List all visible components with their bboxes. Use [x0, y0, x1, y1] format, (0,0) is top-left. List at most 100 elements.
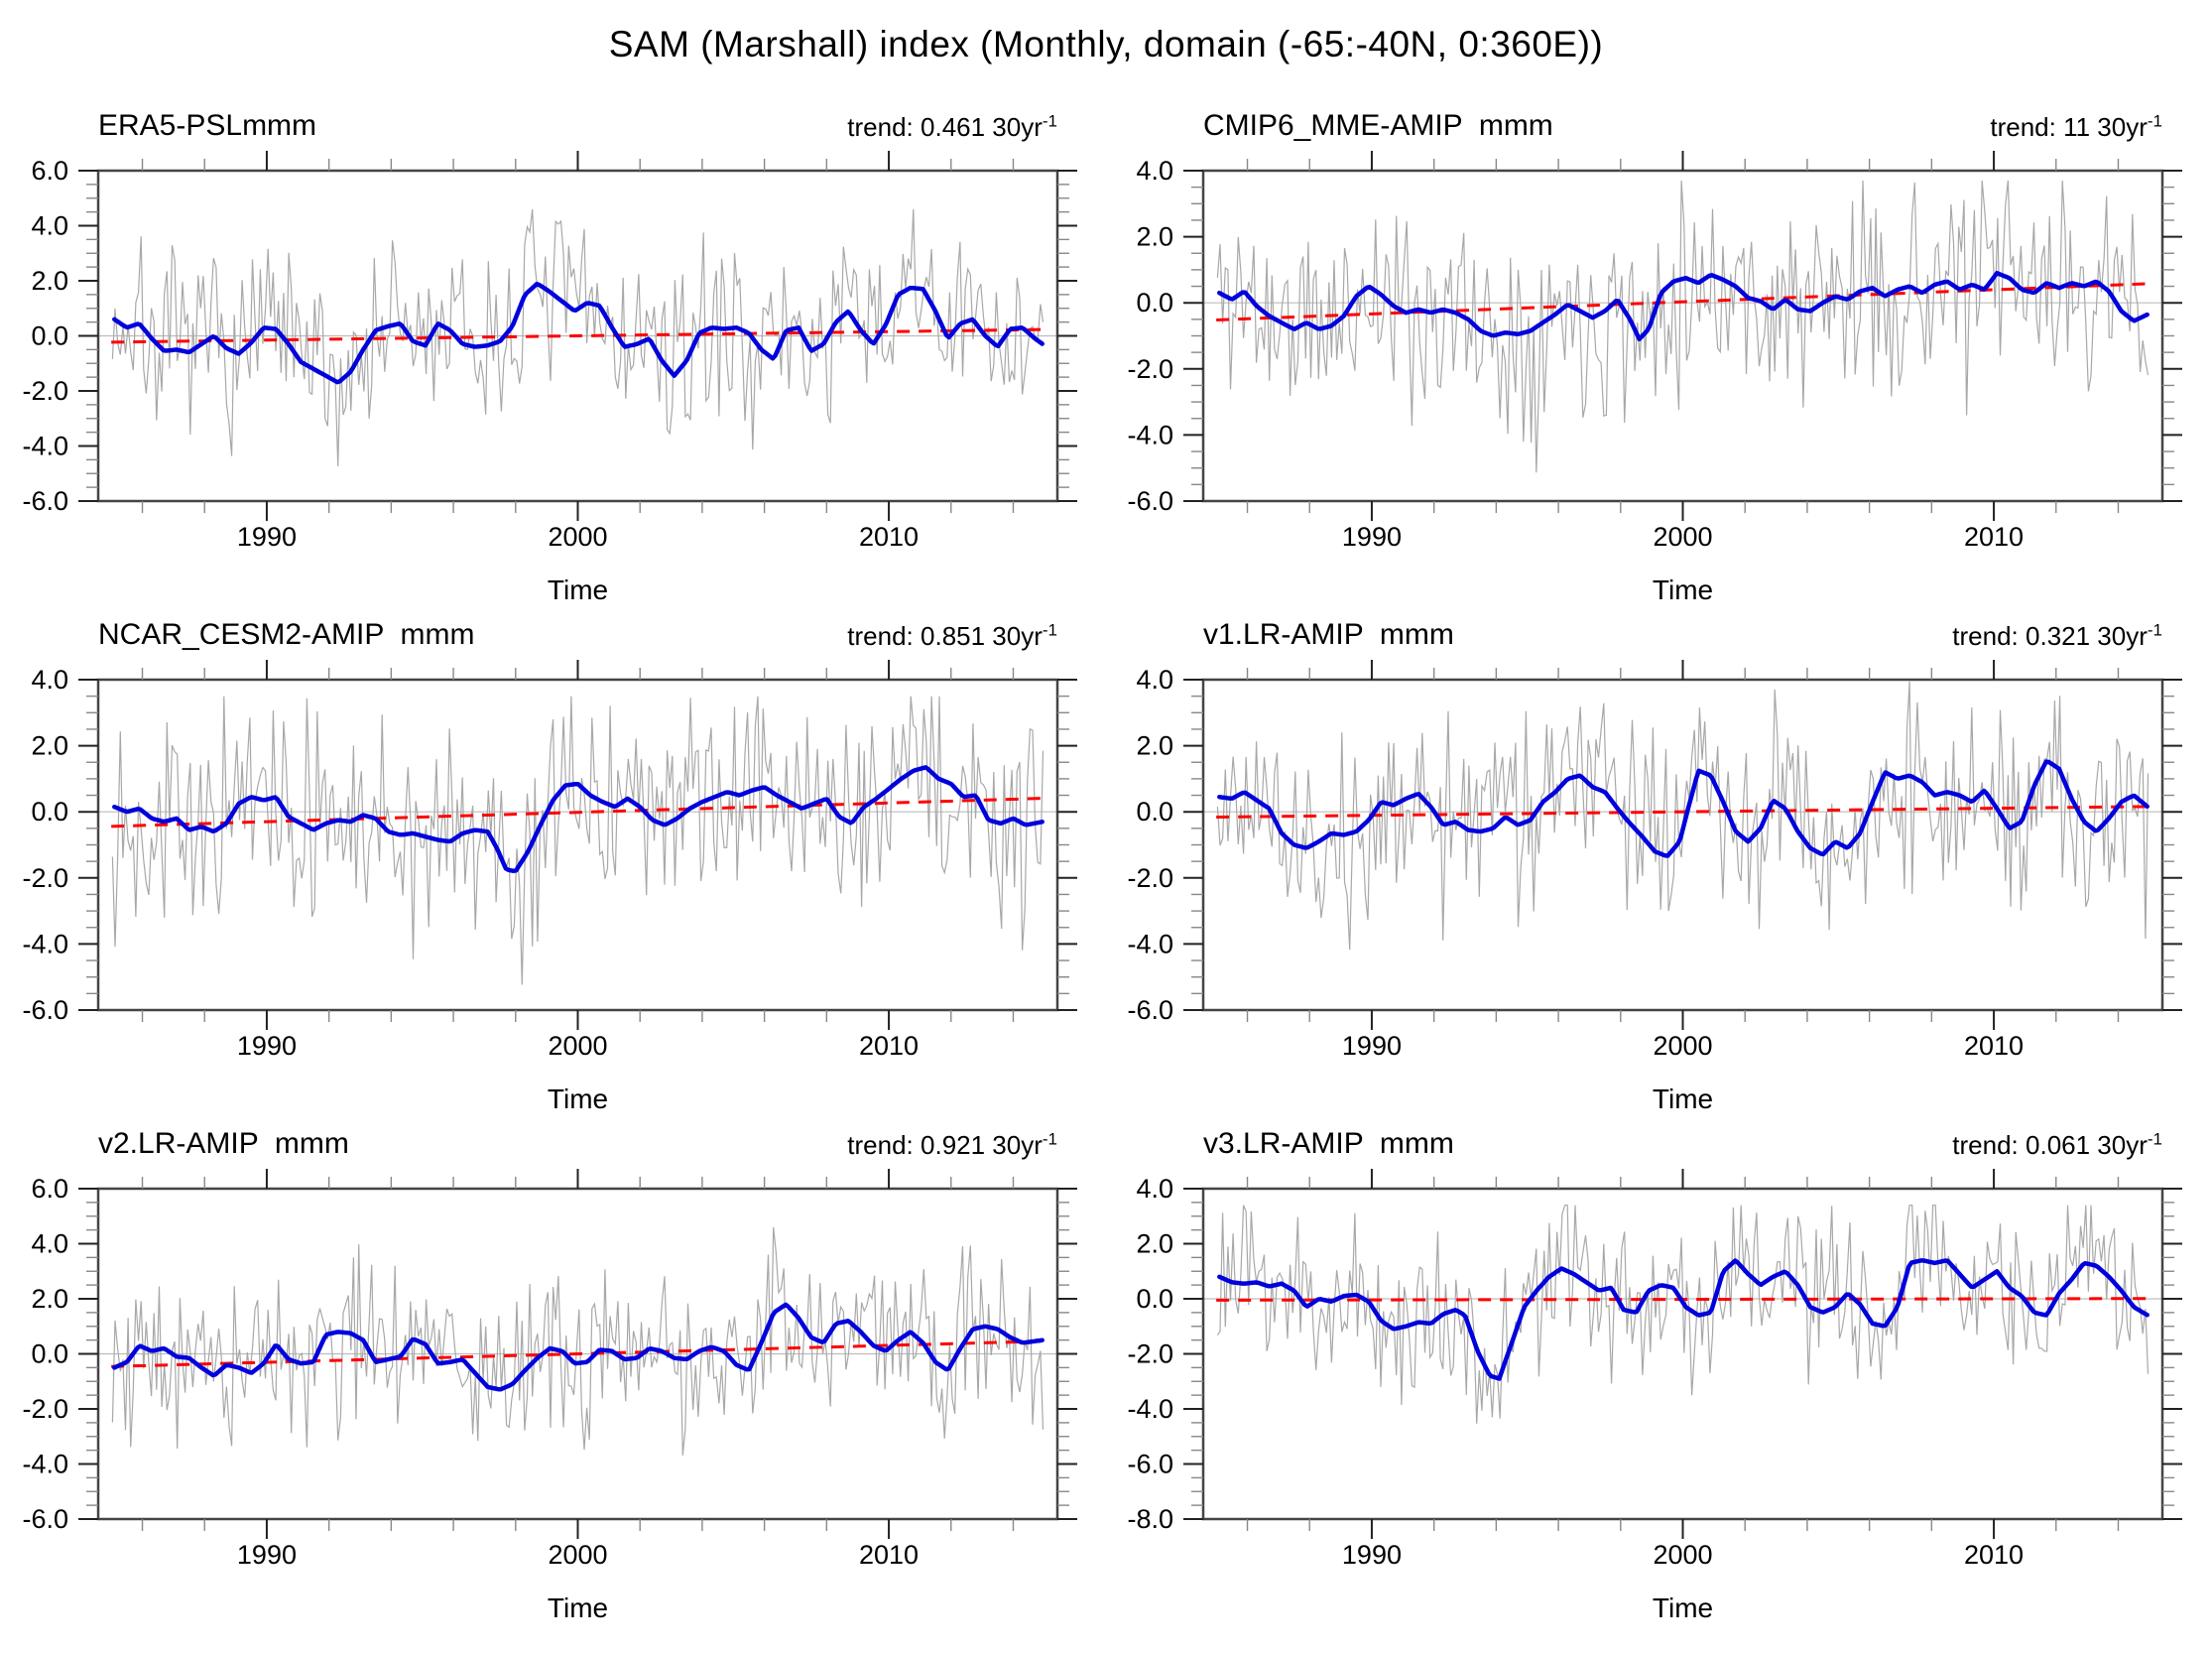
smoothed-series-line: [1217, 759, 2150, 858]
monthly-series-line: [1216, 1205, 2150, 1424]
panel-title: v3.LR-AMIP mmm: [1203, 1127, 1454, 1160]
y-tick-label: 0.0: [1136, 288, 1173, 318]
panel-title: v2.LR-AMIP mmm: [98, 1127, 349, 1160]
y-tick-label: -4.0: [1127, 420, 1173, 449]
plot-ncar-cesm2-amip: 4.0 2.0 0.0 -2.0 -4.0 -6.0 1990 2000 2010 Time: [22, 660, 1077, 1114]
x-axis-label: Time: [548, 1592, 608, 1623]
panel-era5-psl: ERA5-PSLmmm trend: 0.461 30yr-1 6.0 4.0 2.…: [0, 85, 1106, 641]
trend-annotation: trend: 0.461 30yr-1: [847, 111, 1057, 142]
panel-title: ERA5-PSLmmm: [98, 109, 317, 142]
x-tick-label: 1990: [237, 1031, 297, 1061]
x-tick-label: 2010: [859, 522, 919, 552]
y-tick-label: -2.0: [1127, 863, 1173, 893]
panel-v2-lr-amip: v2.LR-AMIP mmm trend: 0.921 30yr-1 6.0 4.…: [0, 1103, 1106, 1654]
x-tick-label: 2000: [1653, 1540, 1712, 1570]
smoothed-series-line: [112, 281, 1045, 385]
y-tick-label: 2.0: [1136, 222, 1173, 252]
y-tick-label: -6.0: [1127, 995, 1173, 1025]
y-tick-label: 2.0: [31, 1284, 68, 1314]
y-tick-label: -2.0: [1127, 354, 1173, 384]
x-tick-label: 1990: [237, 1540, 297, 1570]
plot-v3-lr-amip: 4.0 2.0 0.0 -2.0 -4.0 -6.0 -8.0 1990 2000 2010 Tim…: [1127, 1169, 2182, 1623]
panel-title: CMIP6_MME-AMIP mmm: [1203, 109, 1553, 142]
trend-annotation: trend: 0.061 30yr-1: [1952, 1129, 2162, 1160]
panel-title: NCAR_CESM2-AMIP mmm: [98, 618, 475, 651]
axis-frame: [1201, 678, 2164, 1012]
plot-v1-lr-amip: 4.0 2.0 0.0 -2.0 -4.0 -6.0 1990 2000 2010 Time: [1127, 660, 2182, 1114]
y-tick-label: -2.0: [1127, 1339, 1173, 1369]
y-tick-label: 4.0: [31, 1229, 68, 1259]
monthly-series-line: [111, 208, 1045, 466]
y-tick-label: 2.0: [1136, 1229, 1173, 1259]
trend-line: [111, 797, 1045, 828]
y-tick-label: -2.0: [22, 863, 68, 893]
trend-annotation: trend: 0.321 30yr-1: [1952, 620, 2162, 651]
panel-v1-lr-amip: v1.LR-AMIP mmm trend: 0.321 30yr-1 4.0 2.…: [1105, 594, 2211, 1150]
axis-frame: [1201, 169, 2164, 503]
x-tick-label: 2000: [1653, 1031, 1712, 1061]
panel-ncar-cesm2-amip: NCAR_CESM2-AMIP mmm trend: 0.851 30yr-1 …: [0, 594, 1106, 1150]
x-tick-label: 2010: [1964, 1031, 2024, 1061]
x-tick-label: 2000: [1653, 522, 1712, 552]
x-axis-label: Time: [548, 574, 608, 605]
y-tick-label: -6.0: [22, 995, 68, 1025]
y-tick-label: 4.0: [1136, 1174, 1173, 1204]
axis-frame: [1201, 1187, 2164, 1521]
y-tick-label: -6.0: [22, 486, 68, 516]
monthly-series-line: [1216, 180, 2150, 473]
y-tick-label: -4.0: [22, 1450, 68, 1479]
y-tick-label: 4.0: [1136, 665, 1173, 695]
y-tick-label: -2.0: [22, 1394, 68, 1424]
x-tick-label: 1990: [1342, 1031, 1402, 1061]
panel-v3-lr-amip: v3.LR-AMIP mmm trend: 0.061 30yr-1 4.0 2.…: [1105, 1103, 2211, 1654]
y-tick-label: 2.0: [1136, 731, 1173, 761]
plot-era5-psl: 6.0 4.0 2.0 0.0 -2.0 -4.0 -6.0 1990 2000 2010 Time: [22, 151, 1077, 605]
y-tick-label: 2.0: [31, 731, 68, 761]
smoothed-series-line: [112, 1302, 1045, 1392]
y-tick-label: 0.0: [1136, 797, 1173, 827]
monthly-series-line: [111, 696, 1045, 985]
trend-line: [1216, 282, 2150, 322]
smoothed-series-line: [112, 765, 1045, 874]
y-tick-label: -6.0: [1127, 486, 1173, 516]
x-tick-label: 2010: [859, 1540, 919, 1570]
y-tick-label: 0.0: [31, 321, 68, 351]
monthly-series-line: [111, 1226, 1045, 1456]
panel-cmip6-mme-amip: CMIP6_MME-AMIP mmm trend: 11 30yr-1 4.0 2…: [1105, 85, 2211, 641]
y-tick-label: 0.0: [1136, 1284, 1173, 1314]
axis-frame: [96, 678, 1059, 1012]
trend-annotation: trend: 0.851 30yr-1: [847, 620, 1057, 651]
x-tick-label: 1990: [1342, 522, 1402, 552]
y-tick-label: 2.0: [31, 266, 68, 296]
trend-line: [111, 327, 1045, 344]
x-tick-label: 2010: [1964, 522, 2024, 552]
y-tick-label: -8.0: [1127, 1504, 1173, 1534]
y-tick-label: -2.0: [22, 376, 68, 406]
x-tick-label: 2010: [859, 1031, 919, 1061]
figure-title: SAM (Marshall) index (Monthly, domain (-…: [608, 24, 1604, 64]
smoothed-series-line: [1217, 1258, 2150, 1381]
y-tick-label: 4.0: [31, 211, 68, 241]
x-axis-label: Time: [1653, 1083, 1713, 1114]
y-tick-label: -4.0: [22, 432, 68, 461]
trend-annotation: trend: 0.921 30yr-1: [847, 1129, 1057, 1160]
y-tick-label: -4.0: [1127, 929, 1173, 958]
panel-title: v1.LR-AMIP mmm: [1203, 618, 1454, 651]
x-tick-label: 1990: [237, 522, 297, 552]
y-tick-label: -6.0: [1127, 1450, 1173, 1479]
x-tick-label: 2000: [548, 1540, 607, 1570]
y-tick-label: -4.0: [22, 929, 68, 958]
y-tick-label: 0.0: [31, 1339, 68, 1369]
y-tick-label: 0.0: [31, 797, 68, 827]
y-tick-label: -4.0: [1127, 1394, 1173, 1424]
x-tick-label: 2010: [1964, 1540, 2024, 1570]
y-tick-label: 4.0: [1136, 156, 1173, 186]
x-axis-label: Time: [1653, 1592, 1713, 1623]
y-tick-label: 6.0: [31, 156, 68, 186]
trend-annotation: trend: 11 30yr-1: [1990, 111, 2162, 142]
y-tick-label: -6.0: [22, 1504, 68, 1534]
y-tick-label: 6.0: [31, 1174, 68, 1204]
x-axis-label: Time: [1653, 574, 1713, 605]
smoothed-series-line: [1217, 270, 2150, 342]
